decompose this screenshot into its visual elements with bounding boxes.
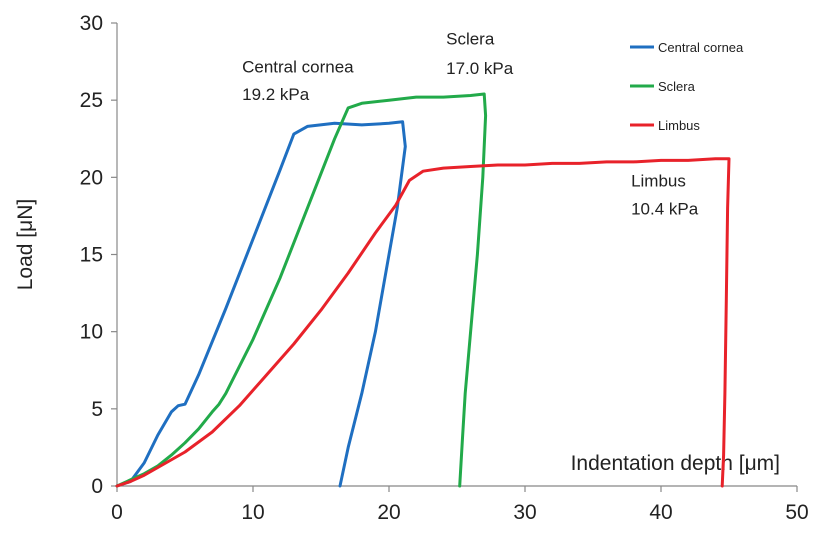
series-line-limbus	[115, 157, 731, 488]
annotations: Central cornea 19.2 kPa Sclera 17.0 kPa Limb…	[242, 30, 699, 219]
annotation-label: Limbus	[631, 172, 686, 191]
annotation-label: 17.0 kPa	[446, 59, 514, 78]
x-axis-label: Indentation depth [μm]	[571, 452, 780, 475]
x-tick-label: 30	[513, 501, 536, 524]
y-tick-label: 25	[80, 89, 103, 112]
y-tick-label: 15	[80, 244, 103, 267]
series-line-sclera	[115, 92, 488, 488]
annotation-label: 19.2 kPa	[242, 85, 310, 104]
y-tick-label: 5	[91, 398, 103, 421]
y-tick-label: 30	[80, 12, 103, 35]
legend-entry-label: Central cornea	[658, 40, 744, 55]
y-tick-label: 10	[80, 321, 103, 344]
legend-entry-label: Limbus	[658, 118, 700, 133]
x-tick-label: 10	[241, 501, 264, 524]
series-line-central-cornea	[115, 120, 407, 488]
y-tick-label: 20	[80, 166, 103, 189]
x-tick-label: 20	[377, 501, 400, 524]
x-tick-label: 40	[649, 501, 672, 524]
annotation-label: Sclera	[446, 30, 495, 49]
series-lines	[115, 92, 731, 488]
legend-entry-label: Sclera	[658, 79, 696, 94]
axes: 0 10 20 30 40 50 0 5 10 15 20 25 30 Load [μN] Indentat…	[14, 12, 809, 524]
annotation-label: Central cornea	[242, 57, 354, 76]
x-tick-label: 50	[785, 501, 808, 524]
y-tick-label: 0	[91, 475, 103, 498]
annotation-label: 10.4 kPa	[631, 199, 699, 218]
x-tick-label: 0	[111, 501, 123, 524]
legend: Central cornea Sclera Limbus	[630, 40, 744, 133]
y-axis-label: Load [μN]	[14, 199, 37, 291]
